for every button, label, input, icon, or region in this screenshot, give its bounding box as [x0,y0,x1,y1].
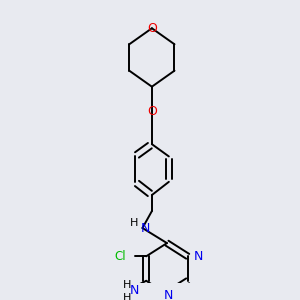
Text: O: O [147,105,157,118]
Text: N: N [193,250,203,263]
Text: N: N [141,221,150,235]
Text: H: H [123,280,132,290]
Text: N: N [130,284,140,297]
Text: Cl: Cl [114,250,125,263]
Text: N: N [164,290,173,300]
Text: H: H [130,218,138,228]
Text: H: H [123,293,132,300]
Text: O: O [147,22,157,35]
